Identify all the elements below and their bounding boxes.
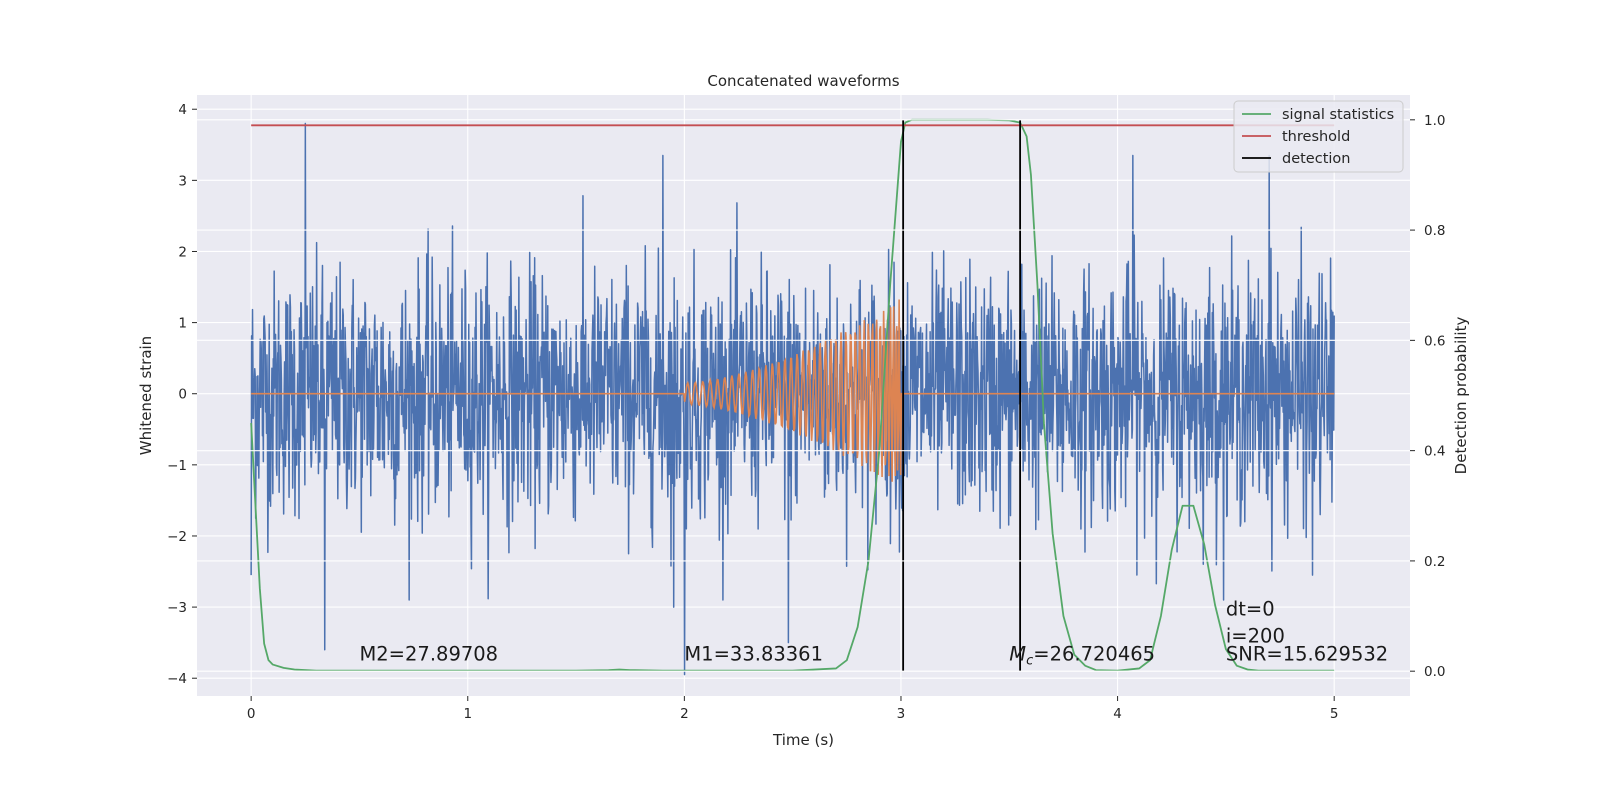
x-tick-label: 2 xyxy=(680,706,689,722)
y2-tick-label: 1.0 xyxy=(1424,113,1445,129)
x-tick-label: 1 xyxy=(463,706,472,722)
legend-label: threshold xyxy=(1282,129,1350,145)
y-tick-label: 4 xyxy=(178,102,187,118)
y-tick-label: 0 xyxy=(178,387,187,403)
y2-tick-label: 0.0 xyxy=(1424,664,1445,680)
annotation-label: SNR=15.629532 xyxy=(1226,642,1388,665)
legend-box xyxy=(1233,100,1404,173)
grid-overlay xyxy=(197,119,1410,672)
legend-label: signal statistics xyxy=(1282,107,1394,123)
y-tick-label: −1 xyxy=(167,458,187,474)
y2-tick-label: 0.6 xyxy=(1424,333,1445,349)
axes: 0 1 2 3 4 5 −4 −3 −2 −1 0 1 2 3 4 0.0 0.2 0.4 0.6 0.8 1.0 xyxy=(167,102,1445,722)
y-axis-label: Whitened strain xyxy=(137,336,155,455)
legend-label: detection xyxy=(1282,151,1350,167)
y-tick-label: 1 xyxy=(178,316,187,332)
y2-tick-label: 0.4 xyxy=(1424,444,1445,460)
x-tick-label: 3 xyxy=(897,706,906,722)
annotation-label: M2=27.89708 xyxy=(359,642,498,665)
y-tick-label: −3 xyxy=(167,600,187,616)
legend: signal statistics threshold detection xyxy=(1233,100,1404,173)
annotation-label: i=200 xyxy=(1226,625,1285,648)
x-tick-label: 4 xyxy=(1113,706,1122,722)
y-tick-label: 2 xyxy=(178,244,187,260)
y-tick-label: −2 xyxy=(167,529,187,545)
chirp-line xyxy=(251,299,1335,482)
y-tick-label: −4 xyxy=(167,671,187,687)
x-axis-label: Time (s) xyxy=(772,731,834,749)
x-tick-label: 5 xyxy=(1330,706,1339,722)
y2-tick-label: 0.8 xyxy=(1424,223,1445,239)
annotation-label: dt=0 xyxy=(1226,598,1275,621)
y-tick-label: 3 xyxy=(178,173,187,189)
annotation-label: Mc=26.720465 xyxy=(1009,642,1155,668)
annotation-label: M1=33.83361 xyxy=(684,642,823,665)
x-tick-label: 0 xyxy=(247,706,256,722)
annotations: M2=27.89708 M1=33.83361 Mc=26.720465 dt=0 i=… xyxy=(359,598,1388,669)
y2-axis-label: Detection probability xyxy=(1452,317,1470,475)
chart-title: Concatenated waveforms xyxy=(707,72,899,90)
y2-tick-label: 0.2 xyxy=(1424,554,1445,570)
